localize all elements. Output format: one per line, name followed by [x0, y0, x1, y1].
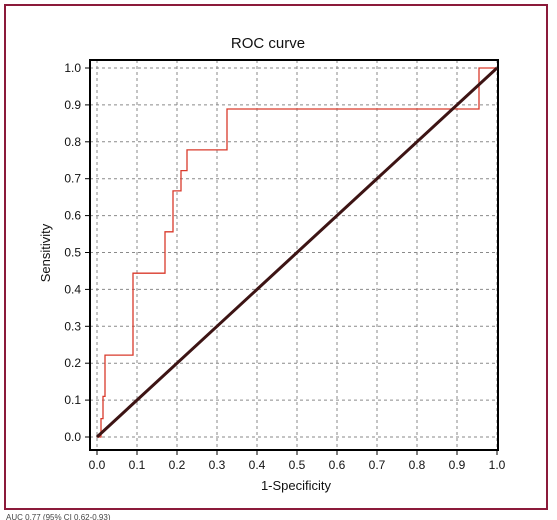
x-axis-label: 1-Specificity [261, 478, 332, 493]
footnote: AUC 0.77 (95% CI 0.62-0.93) [6, 513, 111, 520]
x-tick-label: 0.5 [289, 458, 306, 472]
y-tick-label: 0.6 [64, 209, 81, 223]
chart-title: ROC curve [231, 35, 305, 52]
y-tick-label: 1.0 [64, 61, 81, 75]
y-tick-label: 0.7 [64, 172, 81, 186]
x-tick-label: 0.0 [89, 458, 106, 472]
x-tick-label: 0.6 [329, 458, 346, 472]
x-tick-label: 0.4 [249, 458, 266, 472]
x-tick-label: 0.8 [409, 458, 426, 472]
y-tick-label: 0.2 [64, 356, 81, 370]
plot-area-border [89, 59, 499, 451]
x-tick-label: 0.2 [169, 458, 186, 472]
x-tick-label: 0.9 [449, 458, 466, 472]
roc-curve-line [97, 67, 497, 438]
y-tick-label: 0.0 [64, 430, 81, 444]
x-tick-label: 0.1 [129, 458, 146, 472]
series-layer [95, 66, 499, 439]
reference-diagonal-line [95, 66, 499, 439]
y-tick-label: 0.4 [64, 282, 81, 296]
y-axis-label: Sensitivity [38, 223, 53, 282]
y-tick-label: 0.9 [64, 98, 81, 112]
x-tick-label: 1.0 [489, 458, 506, 472]
axis-ticks: 0.0 0.1 0.2 0.3 0.4 0.5 0.6 0.7 0.8 0.9 1.0 0.0 0.1 0… [64, 61, 505, 472]
x-tick-label: 0.7 [369, 458, 386, 472]
y-tick-label: 0.1 [64, 393, 81, 407]
y-tick-label: 0.5 [64, 246, 81, 260]
x-tick-label: 0.3 [209, 458, 226, 472]
chart-frame [4, 4, 548, 510]
y-tick-label: 0.3 [64, 319, 81, 333]
y-tick-label: 0.8 [64, 135, 81, 149]
